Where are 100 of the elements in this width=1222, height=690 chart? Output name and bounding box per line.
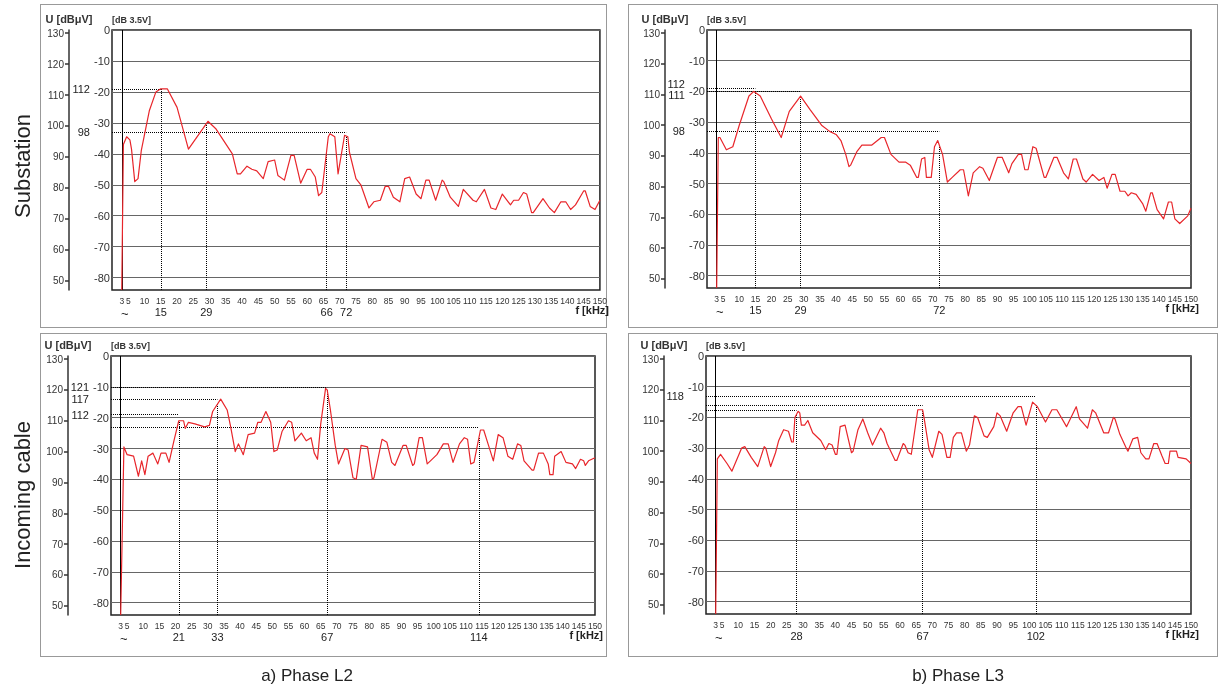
x-tick-label: 80 [367,295,378,306]
text: b) Phase L3 [912,665,1004,685]
y-tick-label: 0 [103,24,110,36]
y-tick-label: -70 [94,240,110,253]
x-tick-label: 145 [1167,293,1183,304]
x-tick-label: 125 [511,295,526,306]
x-tick-label: 135 [1135,619,1150,630]
x-tick-label: 45 [846,619,857,630]
x-tick-label: 70 [927,619,938,630]
y2-axis-title: U [dBμV] [45,12,93,25]
ref-line-label: 121 [70,380,89,393]
x-tick-label: 45 [847,293,858,304]
x-tick-label: 145 [571,620,587,631]
y2-tick-label: 110 [643,415,660,426]
x-tick-label: 125 [507,620,522,631]
text: ~ [715,304,724,319]
x-tick-label: 70 [928,293,938,304]
x-tick-label: 35 [221,295,231,306]
x-tick-label: 55 [286,295,296,306]
y2-tick-label: 80 [647,507,660,519]
y2-tick-label: 60 [648,242,661,254]
y2-tick-label: 80 [52,182,65,194]
x-tick-label: 20 [170,620,181,631]
x-tick-label: 110 [1054,619,1069,630]
x-tick-label: 75 [944,293,954,304]
x-tick-label: 65 [316,620,326,631]
x-tick-label: 55 [283,620,294,631]
x-tick-label: 150 [1183,293,1199,304]
x-tick-label: 40 [235,620,246,631]
y-tick-label: -10 [94,54,110,67]
x-tick-label: 60 [302,295,313,306]
x-tick-label: 65 [911,619,922,630]
x-tick-label: 65 [318,295,329,306]
x-tick-label: 3 [118,620,124,631]
x-tick-label: 55 [879,293,890,304]
line-series [716,90,1192,289]
x-tick-label: 25 [782,619,792,630]
y2-tick-label: 130 [47,27,65,39]
x-tick-label: 30 [204,295,215,306]
x-tick-label: 110 [459,620,473,631]
x-tick-label: 35 [814,619,825,630]
x-tick-label: 15 [749,619,760,630]
x-tick-label: 80 [960,293,971,304]
y-tick-label: -10 [689,54,705,67]
x-tick-label: 40 [830,619,841,630]
x-tick-label: 15 [156,295,166,306]
x-tick-label: 3 [714,293,720,304]
x-tick-label: 65 [912,293,922,304]
x-tick-label: 50 [862,619,873,630]
y2-tick-label: 110 [48,89,65,101]
x-axis-title: f [kHz] [1165,301,1200,314]
y-tick-label: -70 [93,565,109,578]
y-tick-label: -30 [94,116,110,129]
y-axis-title: [dB 3.5V] [706,340,746,351]
y2-tick-label: 100 [642,445,660,457]
x-tick-label: 10 [138,620,149,631]
ref-line-label: 117 [71,393,89,406]
y2-tick-label: 120 [47,58,65,70]
y-tick-label: -20 [94,85,110,98]
x-tick-label: 15 [750,293,761,304]
y2-tick-label: 80 [51,507,64,519]
ref-line-label: 102 [1026,629,1045,642]
y-tick-label: -10 [688,380,704,393]
y-tick-label: -80 [93,596,109,609]
x-tick-label: 45 [253,295,264,306]
y-tick-label: -40 [93,473,109,486]
x-tick-label: 100 [426,620,442,631]
y2-tick-label: 70 [51,538,64,550]
x-tick-label: 85 [976,619,986,630]
x-tick-label: 150 [592,295,608,306]
y-tick-label: -80 [94,271,110,284]
ref-line-label: 67 [321,630,334,643]
x-tick-label: 20 [765,619,776,630]
x-tick-label: 150 [587,620,603,631]
x-tick-label: 130 [1119,619,1134,630]
text: Incoming cable [9,421,35,569]
x-tick-label: 120 [1086,619,1102,630]
x-tick-label: 80 [364,620,375,631]
text: Substation [9,114,35,218]
x-axis-title: f [kHz] [575,303,610,316]
x-tick-label: 140 [1151,293,1167,304]
x-tick-label: 55 [879,619,889,630]
x-tick-label: 60 [895,293,906,304]
y-tick-label: -60 [688,534,704,547]
y2-tick-label: 130 [643,27,661,39]
x-tick-label: 100 [1022,293,1038,304]
y2-tick-label: 60 [51,569,64,581]
y2-tick-label: 50 [647,599,660,611]
x-tick-label: 75 [351,295,361,306]
x-tick-label: 115 [1071,619,1085,630]
y-tick-label: -20 [689,85,705,98]
ref-line-label: 21 [172,630,185,643]
x-tick-label: 105 [1038,293,1054,304]
y2-tick-label: 120 [642,384,660,396]
x-tick-label: 95 [416,295,426,306]
ref-line-label: 112 [71,408,89,421]
y2-tick-label: 60 [52,244,65,256]
x-tick-label: 45 [251,620,262,631]
y2-tick-label: 50 [648,273,661,285]
x-tick-label: 135 [544,295,559,306]
